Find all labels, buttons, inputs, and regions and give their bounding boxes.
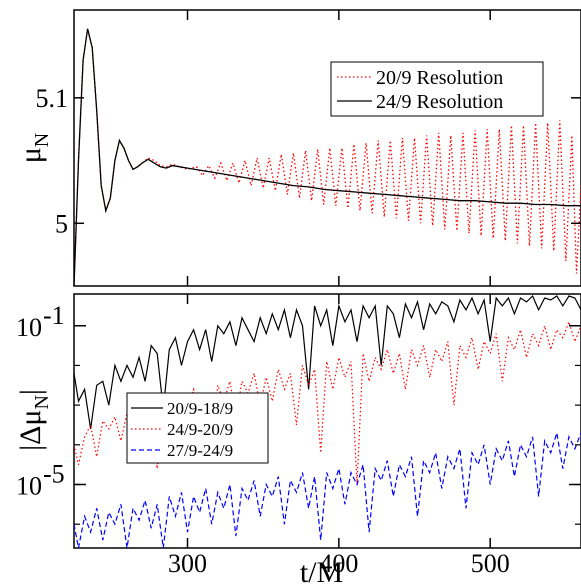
bottom-y-label-text: |ΔμN| (14, 389, 53, 451)
bottom-series-line-2 (73, 432, 581, 549)
bottom-series-group (73, 294, 581, 549)
top-ticks: 55.1 (36, 10, 581, 286)
bottom-legend-label-2: 27/9-24/9 (167, 441, 233, 460)
top-y-tick-label: 5.1 (36, 84, 69, 113)
bottom-x-tick-label: 500 (471, 549, 510, 578)
top-legend-box (330, 61, 544, 117)
top-series-group (73, 28, 581, 287)
top-y-axis-label: μN (14, 133, 53, 164)
x-axis-label: t/M (300, 556, 343, 587)
bottom-y-tick-label: 10 (16, 472, 42, 501)
bottom-x-tick-label: 400 (319, 549, 358, 578)
bottom-series-line-0 (73, 294, 581, 429)
bottom-y-axis-label: |ΔμN| (14, 389, 53, 451)
top-plot-frame (73, 9, 581, 287)
bottom-legend-label-0: 20/9-18/9 (167, 399, 233, 418)
top-y-tick-label: 5 (55, 209, 68, 238)
top-legend-label-1: 24/9 Resolution (376, 91, 503, 113)
bottom-y-tick-label: 10 (16, 313, 42, 342)
top-series-line-1 (73, 28, 581, 287)
bottom-legend-box (126, 392, 269, 464)
bottom-plot-frame (73, 293, 581, 549)
bottom-x-tick-label: 300 (168, 549, 207, 578)
top-y-label-text: μN (14, 133, 53, 164)
bottom-legend: 20/9-18/9 24/9-20/9 27/9-24/9 (126, 392, 269, 464)
top-legend-label-0: 20/9 Resolution (376, 67, 503, 89)
bottom-y-tick-exponent: -5 (43, 460, 65, 489)
bottom-legend-label-1: 24/9-20/9 (167, 420, 233, 439)
bottom-series-line-1 (73, 319, 581, 485)
bottom-y-tick-exponent: -1 (43, 301, 65, 330)
